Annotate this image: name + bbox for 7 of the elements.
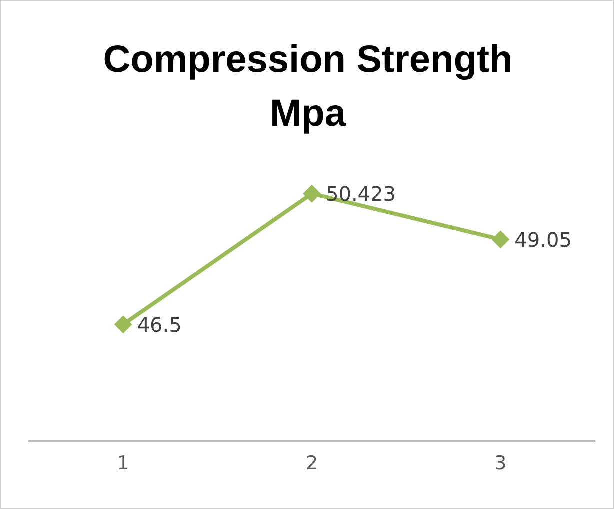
data-label: 50.423: [326, 182, 396, 206]
x-tick-label: 1: [117, 452, 130, 475]
data-label: 49.05: [514, 228, 572, 252]
x-tick-label: 2: [306, 452, 318, 475]
data-label: 46.5: [137, 312, 182, 337]
x-tick-label: 3: [494, 452, 507, 475]
chart-title: Compression Strength Mpa: [102, 38, 514, 137]
